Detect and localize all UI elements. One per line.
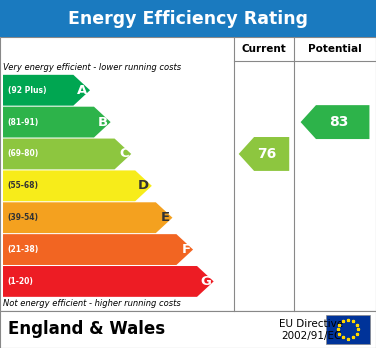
Text: D: D bbox=[138, 179, 149, 192]
Text: Very energy efficient - lower running costs: Very energy efficient - lower running co… bbox=[3, 63, 181, 72]
Text: Not energy efficient - higher running costs: Not energy efficient - higher running co… bbox=[3, 299, 181, 308]
Text: (1-20): (1-20) bbox=[8, 277, 33, 286]
Text: (21-38): (21-38) bbox=[8, 245, 39, 254]
Text: England & Wales: England & Wales bbox=[8, 321, 165, 338]
Text: 83: 83 bbox=[329, 115, 348, 129]
Polygon shape bbox=[3, 171, 152, 201]
Text: E: E bbox=[161, 211, 170, 224]
Text: (69-80): (69-80) bbox=[8, 149, 39, 158]
Text: Current: Current bbox=[241, 44, 287, 54]
Text: (92 Plus): (92 Plus) bbox=[8, 86, 46, 95]
Polygon shape bbox=[300, 105, 370, 139]
Text: EU Directive: EU Directive bbox=[279, 319, 343, 329]
Polygon shape bbox=[3, 107, 111, 137]
Text: G: G bbox=[200, 275, 211, 288]
Text: Potential: Potential bbox=[308, 44, 362, 54]
Bar bbox=[0, 311, 376, 348]
Text: C: C bbox=[119, 148, 129, 160]
Text: (81-91): (81-91) bbox=[8, 118, 39, 127]
Text: (55-68): (55-68) bbox=[8, 181, 38, 190]
Polygon shape bbox=[3, 266, 214, 297]
Text: F: F bbox=[182, 243, 191, 256]
Text: A: A bbox=[77, 84, 88, 97]
Text: Energy Efficiency Rating: Energy Efficiency Rating bbox=[68, 10, 308, 27]
Text: B: B bbox=[98, 116, 108, 129]
Polygon shape bbox=[3, 202, 173, 233]
Text: 76: 76 bbox=[257, 147, 276, 161]
Polygon shape bbox=[3, 75, 90, 106]
Text: 2002/91/EC: 2002/91/EC bbox=[281, 331, 341, 341]
Bar bbox=[0, 37, 376, 311]
Polygon shape bbox=[239, 137, 289, 171]
Polygon shape bbox=[3, 234, 193, 265]
Bar bbox=[0, 0, 376, 37]
Text: (39-54): (39-54) bbox=[8, 213, 38, 222]
Bar bbox=[326, 315, 370, 344]
Polygon shape bbox=[3, 139, 131, 169]
